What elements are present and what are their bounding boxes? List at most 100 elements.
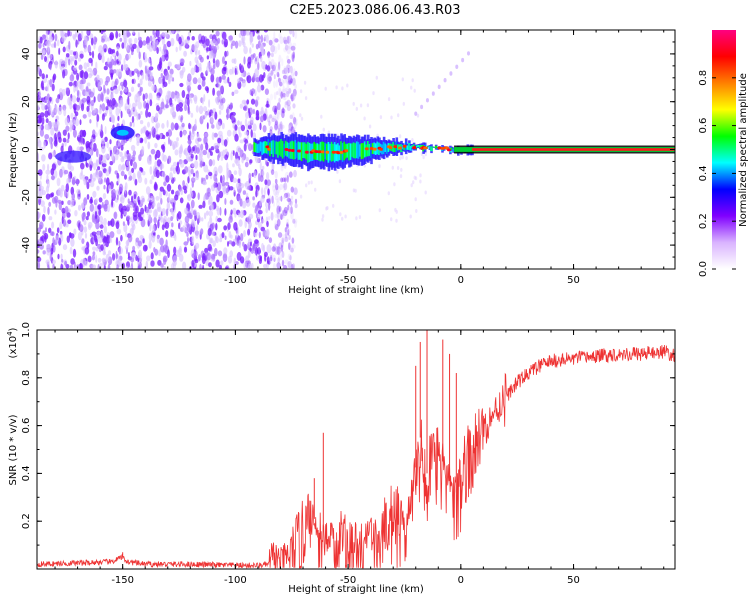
noise-speck bbox=[176, 63, 181, 69]
noise-speck bbox=[142, 238, 145, 244]
x-tick-label: 0 bbox=[458, 275, 464, 286]
noise-speck bbox=[131, 195, 134, 203]
noise-speck bbox=[103, 217, 107, 226]
noise-speck bbox=[288, 234, 291, 241]
noise-speck bbox=[170, 122, 175, 131]
noise-speck bbox=[74, 210, 78, 217]
noise-speck bbox=[90, 142, 94, 150]
noise-speck bbox=[224, 60, 227, 65]
signal-band-core bbox=[434, 145, 438, 149]
noise-speck bbox=[292, 88, 297, 97]
noise-speck bbox=[79, 129, 84, 138]
noise-speck bbox=[79, 224, 84, 233]
noise-speck bbox=[199, 263, 202, 269]
noise-speck bbox=[379, 115, 383, 120]
noise-speck bbox=[217, 154, 220, 161]
signal-peak bbox=[304, 150, 310, 154]
noise-speck bbox=[236, 229, 239, 238]
x-tick-label: -150 bbox=[111, 575, 134, 586]
noise-speck bbox=[83, 226, 88, 234]
noise-speck bbox=[253, 239, 259, 244]
noise-speck bbox=[137, 83, 141, 88]
noise-speck bbox=[237, 195, 241, 201]
noise-speck bbox=[132, 150, 136, 156]
noise-speck bbox=[203, 212, 207, 220]
noise-speck bbox=[270, 211, 274, 221]
noise-speck bbox=[255, 57, 257, 62]
snr-y-label: SNR (10 * v/v) bbox=[8, 414, 19, 485]
noise-speck bbox=[97, 166, 101, 171]
noise-speck bbox=[178, 45, 182, 51]
signal-band-core bbox=[329, 143, 332, 161]
noise-speck bbox=[260, 106, 264, 115]
noise-speck bbox=[196, 211, 201, 219]
noise-speck bbox=[261, 165, 265, 170]
noise-speck bbox=[236, 145, 241, 153]
noise-speck bbox=[111, 198, 114, 208]
noise-speck bbox=[79, 119, 82, 126]
noise-speck bbox=[269, 114, 273, 119]
noise-speck bbox=[194, 65, 197, 73]
noise-speck bbox=[68, 40, 71, 50]
noise-speck bbox=[69, 165, 75, 172]
noise-speck bbox=[47, 265, 50, 269]
noise-speck bbox=[258, 222, 263, 229]
noise-speck bbox=[87, 44, 92, 54]
noise-speck bbox=[205, 38, 210, 47]
noise-speck bbox=[160, 73, 163, 78]
noise-speck bbox=[199, 150, 204, 159]
noise-speck bbox=[175, 46, 178, 53]
noise-speck bbox=[170, 208, 173, 215]
noise-speck bbox=[181, 90, 186, 98]
noise-speck bbox=[149, 60, 153, 67]
noise-speck bbox=[175, 30, 181, 33]
noise-speck bbox=[200, 228, 204, 235]
noise-speck bbox=[274, 220, 278, 227]
signal-band-core bbox=[354, 143, 357, 159]
noise-speck bbox=[160, 263, 164, 268]
noise-speck bbox=[118, 240, 121, 247]
noise-speck bbox=[281, 69, 285, 75]
noise-speck bbox=[220, 156, 224, 161]
noise-speck bbox=[270, 58, 275, 65]
noise-speck bbox=[149, 35, 153, 42]
noise-speck bbox=[87, 255, 92, 263]
noise-speck bbox=[276, 262, 281, 269]
noise-speck bbox=[132, 245, 136, 252]
noise-speck bbox=[138, 59, 143, 68]
noise-speck bbox=[161, 224, 165, 231]
noise-speck bbox=[106, 177, 110, 187]
noise-speck bbox=[71, 177, 76, 186]
y-tick-label: -40 bbox=[21, 237, 32, 253]
noise-speck bbox=[196, 224, 199, 232]
noise-speck bbox=[200, 35, 206, 44]
noise-speck bbox=[206, 65, 209, 75]
noise-speck bbox=[170, 216, 174, 222]
noise-speck bbox=[81, 212, 86, 221]
noise-speck bbox=[123, 79, 128, 88]
noise-speck bbox=[286, 45, 291, 55]
noise-speck bbox=[293, 218, 298, 224]
snr-axes: -150 -100 -50 0 500.20.40.60.81.0 bbox=[21, 322, 675, 586]
noise-speck bbox=[146, 255, 151, 262]
noise-speck bbox=[101, 145, 106, 154]
noise-speck bbox=[280, 78, 285, 87]
noise-speck bbox=[284, 165, 287, 169]
noise-speck bbox=[292, 218, 296, 224]
noise-speck bbox=[111, 97, 116, 106]
noise-speck bbox=[102, 44, 108, 53]
noise-speck bbox=[175, 165, 178, 172]
noise-speck bbox=[59, 233, 63, 239]
noise-speck bbox=[180, 144, 183, 153]
noise-speck bbox=[172, 111, 177, 120]
noise-speck bbox=[119, 90, 123, 96]
noise-speck bbox=[87, 110, 92, 118]
noise-speck bbox=[273, 91, 277, 100]
noise-speck bbox=[225, 187, 229, 194]
noise-speck bbox=[214, 96, 219, 104]
noise-speck bbox=[278, 54, 282, 64]
noise-speck bbox=[287, 260, 292, 269]
noise-speck bbox=[48, 201, 52, 207]
noise-speck bbox=[37, 249, 40, 254]
noise-speck bbox=[160, 144, 165, 150]
